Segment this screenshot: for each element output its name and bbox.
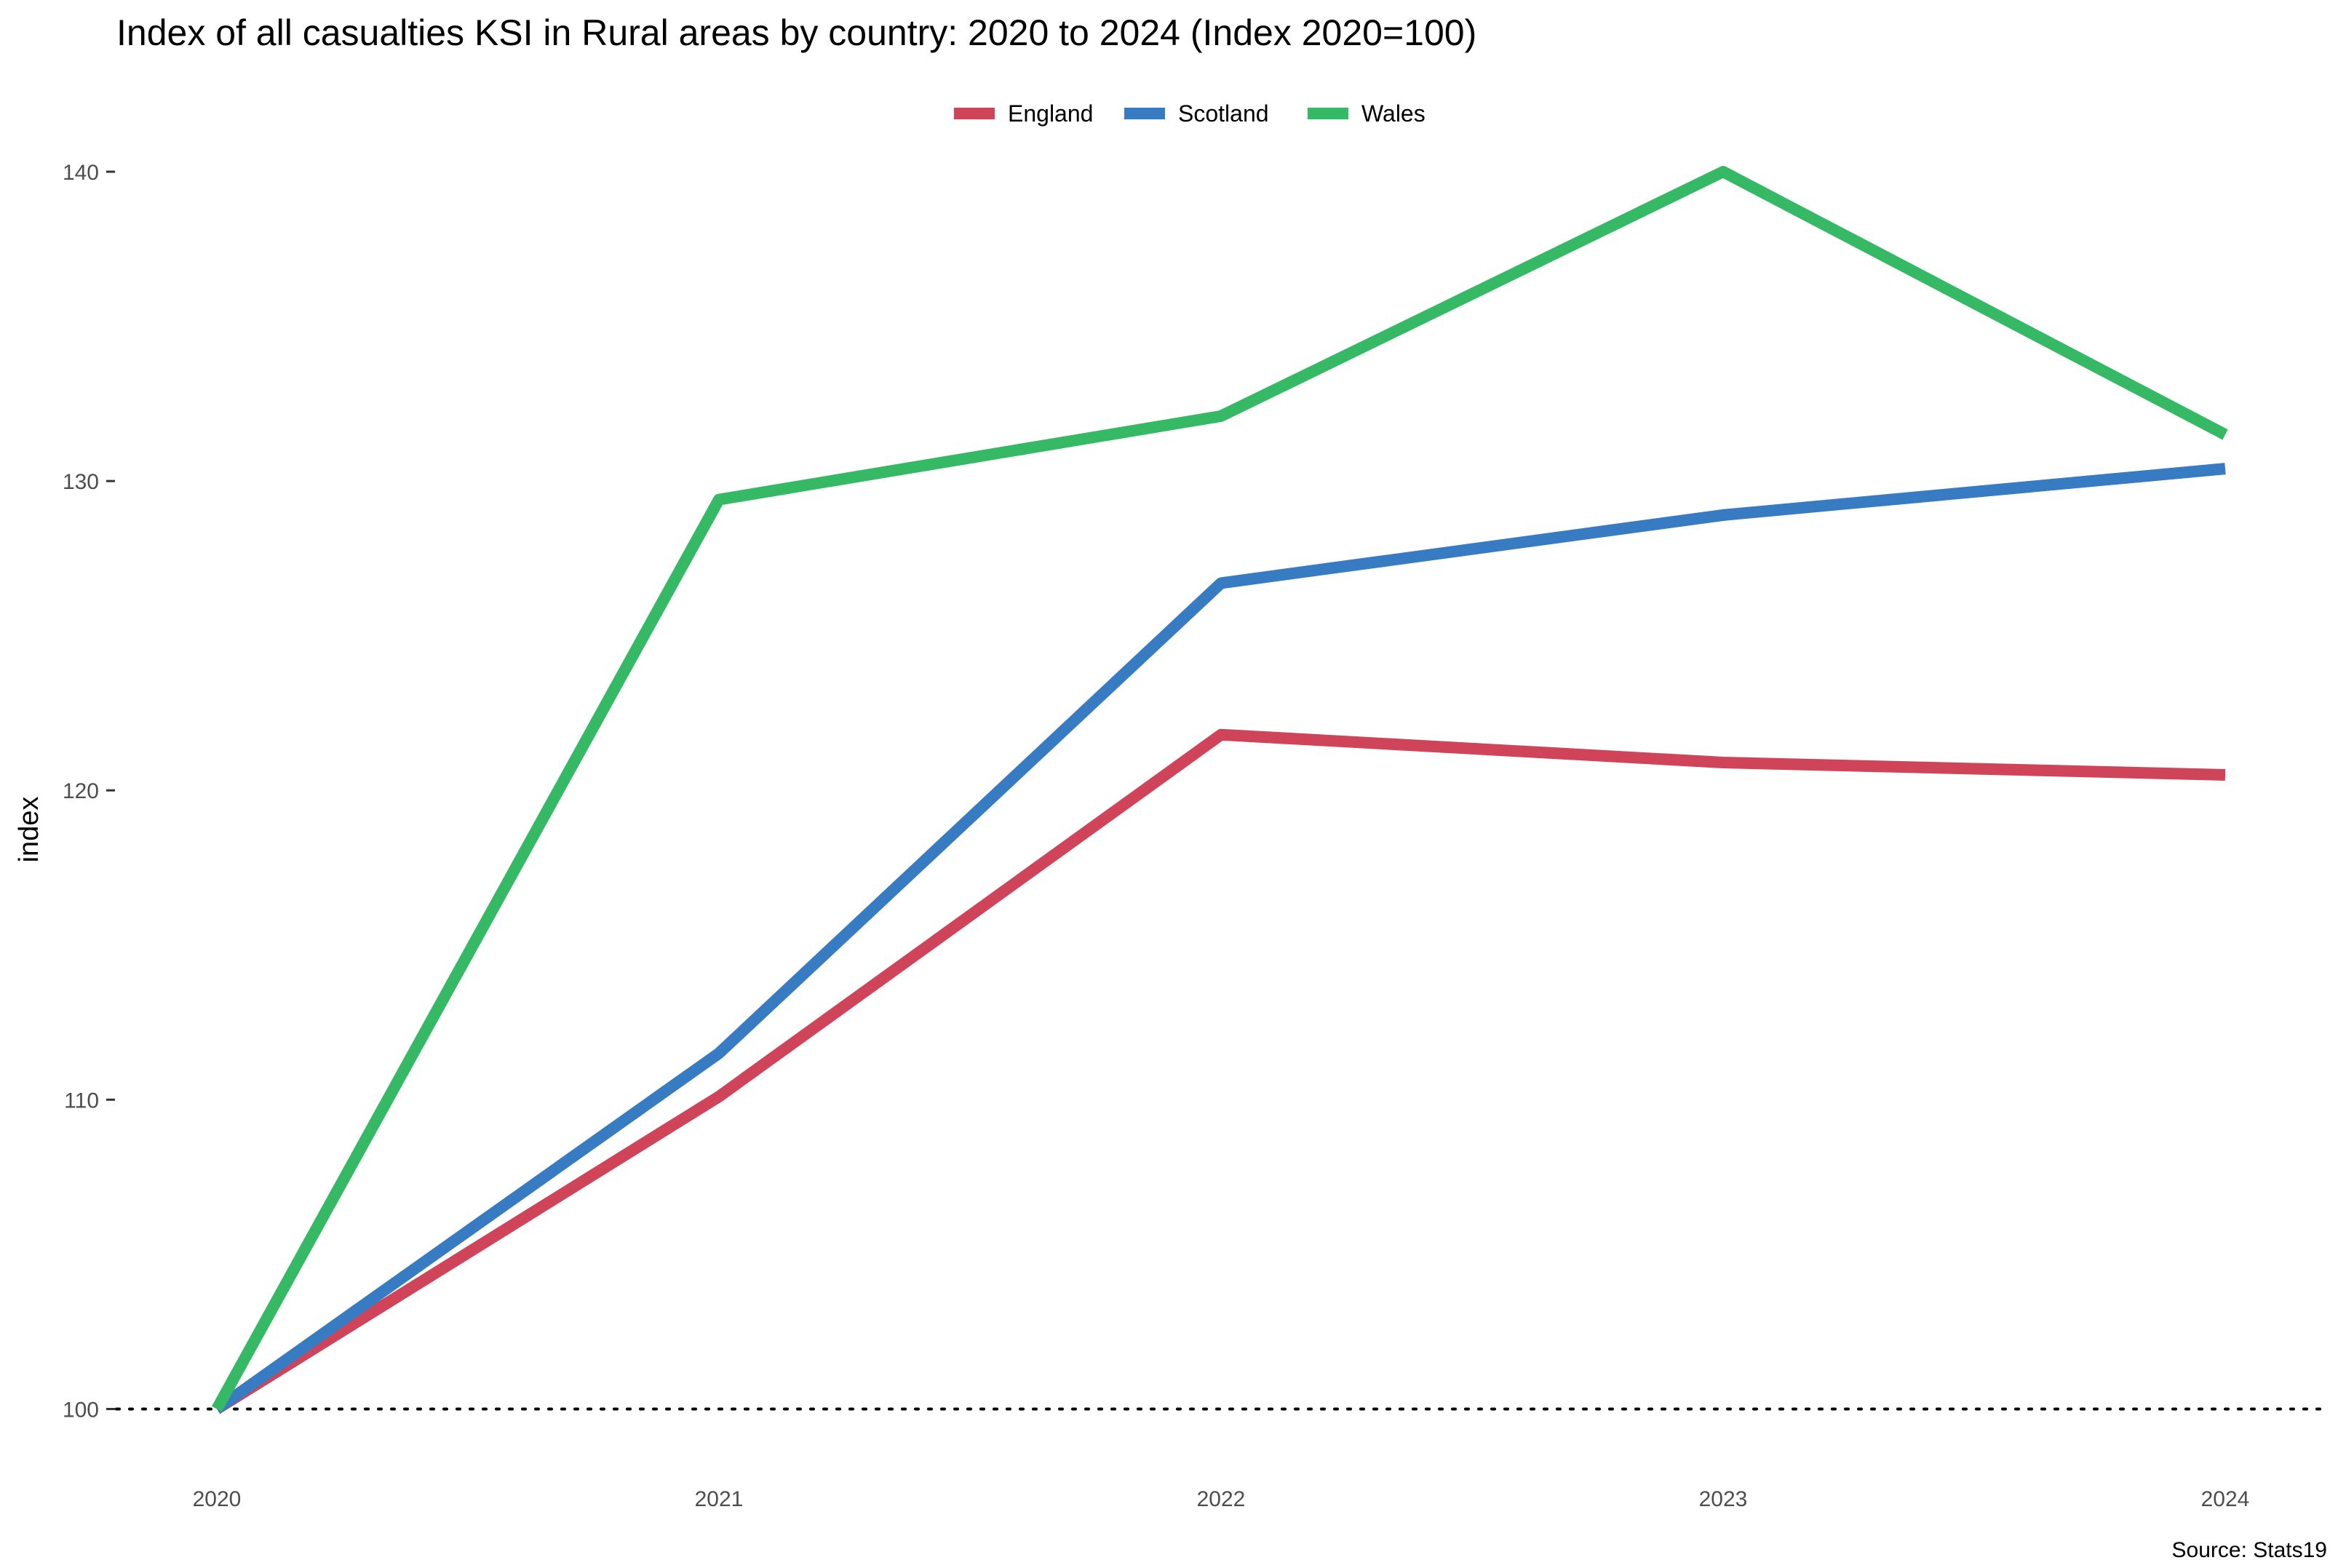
legend-label-scotland: Scotland xyxy=(1178,100,1269,127)
series-lines xyxy=(211,166,2228,1414)
y-tick-label: 120 xyxy=(63,779,99,803)
x-tick-label: 2023 xyxy=(1699,1487,1748,1511)
x-tick-label: 2022 xyxy=(1197,1487,1246,1511)
series-line-england xyxy=(213,728,2226,1414)
x-axis: 2020 2021 2022 2023 2024 xyxy=(193,1487,2250,1511)
x-tick-label: 2021 xyxy=(695,1487,744,1511)
chart-title: Index of all casualties KSI in Rural are… xyxy=(116,12,1476,53)
y-tick-label: 100 xyxy=(63,1398,99,1422)
legend-label-wales: Wales xyxy=(1361,100,1426,127)
y-tick-label: 140 xyxy=(63,161,99,185)
series-line-wales xyxy=(211,166,2228,1412)
y-tick-label: 110 xyxy=(64,1089,99,1113)
legend: England Scotland Wales xyxy=(954,100,1426,127)
x-tick-label: 2020 xyxy=(193,1487,242,1511)
series-line-scotland xyxy=(213,463,2226,1414)
y-axis-label: index xyxy=(14,797,44,863)
x-tick-label: 2024 xyxy=(2201,1487,2250,1511)
y-tick-label: 130 xyxy=(63,470,99,494)
legend-label-england: England xyxy=(1008,100,1093,127)
y-axis: 100 110 120 130 140 xyxy=(63,161,115,1422)
source-caption: Source: Stats19 xyxy=(2172,1538,2327,1562)
